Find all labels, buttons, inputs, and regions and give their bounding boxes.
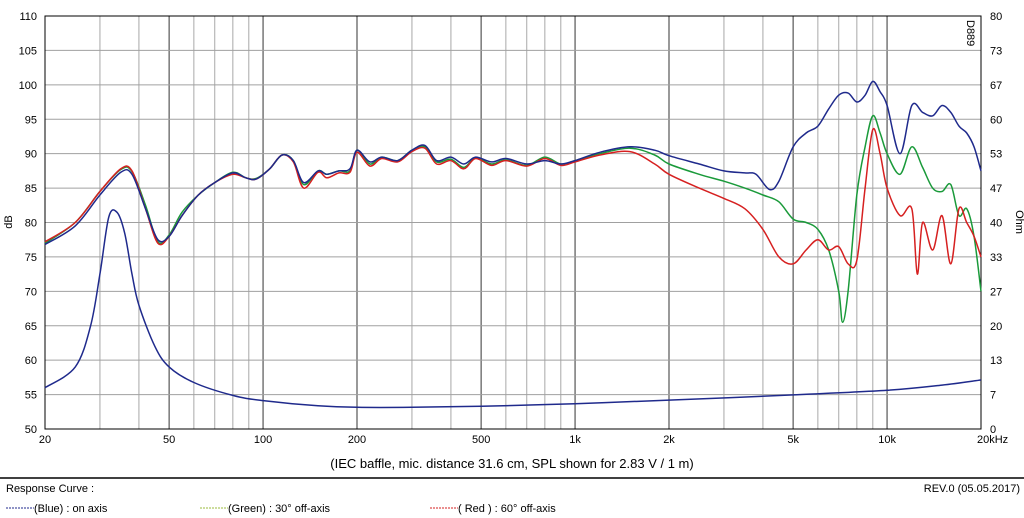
y-left-tick-label: 110 xyxy=(19,11,37,23)
grid xyxy=(45,16,981,429)
x-tick-label: 10k xyxy=(878,434,896,446)
y-right-tick-label: 0 xyxy=(990,424,996,436)
y-right-tick-label: 33 xyxy=(990,252,1002,264)
legend-label-red: ( Red ) : 60° off-axis xyxy=(458,503,556,515)
y-right-tick-label: 40 xyxy=(990,218,1002,230)
x-tick-label: 5k xyxy=(787,434,799,446)
y-left-tick-label: 80 xyxy=(25,218,37,230)
x-tick-label: 20kHz xyxy=(977,434,1008,446)
series-impedance xyxy=(44,209,982,409)
y-right-tick-label: 47 xyxy=(990,183,1002,195)
y-right-tick-label: 80 xyxy=(990,11,1002,23)
x-tick-label: 2k xyxy=(663,434,675,446)
x-tick-label: 1k xyxy=(569,434,581,446)
y-left-tick-label: 50 xyxy=(25,424,37,436)
y-axis-left-title: dB xyxy=(3,215,15,228)
series-red-60deg xyxy=(44,127,982,275)
watermark-text: D889 xyxy=(964,20,976,46)
x-tick-label: 20 xyxy=(39,434,51,446)
y-left-tick-label: 55 xyxy=(25,390,37,402)
x-tick-label: 200 xyxy=(348,434,366,446)
chart-caption: (IEC baffle, mic. distance 31.6 cm, SPL … xyxy=(330,456,693,471)
series-blue-on-axis xyxy=(44,80,982,246)
y-right-tick-label: 60 xyxy=(990,114,1002,126)
y-right-tick-label: 13 xyxy=(990,355,1002,367)
x-tick-label: 50 xyxy=(163,434,175,446)
footer-revision: REV.0 (05.05.2017) xyxy=(924,483,1020,495)
y-left-tick-label: 85 xyxy=(25,183,37,195)
y-left-tick-label: 65 xyxy=(25,321,37,333)
y-right-tick-label: 7 xyxy=(990,390,996,402)
legend-label-green: (Green) : 30° off-axis xyxy=(228,503,331,515)
x-tick-label: 500 xyxy=(472,434,490,446)
y-right-tick-label: 27 xyxy=(990,286,1002,298)
y-right-tick-label: 67 xyxy=(990,80,1002,92)
x-tick-label: 100 xyxy=(254,434,272,446)
legend-label-blue: (Blue) : on axis xyxy=(34,503,108,515)
y-left-tick-label: 60 xyxy=(25,355,37,367)
footer-title: Response Curve : xyxy=(6,483,94,495)
y-axis-right-ticks: 80 73 67 60 53 47 40 33 27 20 13 7 0 xyxy=(990,11,1002,436)
y-left-tick-label: 105 xyxy=(19,45,37,57)
y-left-tick-label: 100 xyxy=(19,80,37,92)
series-lines xyxy=(44,80,982,409)
x-axis-ticks: 20 50 100 200 500 1k 2k 5k 10k 20kHz xyxy=(39,434,1008,446)
y-left-tick-label: 75 xyxy=(25,252,37,264)
y-right-tick-label: 53 xyxy=(990,149,1002,161)
y-axis-right-title: Ohm xyxy=(1013,210,1024,234)
y-right-tick-label: 73 xyxy=(990,45,1002,57)
y-axis-left-ticks: 110 105 100 95 90 85 80 75 70 65 60 55 50 xyxy=(19,11,37,436)
y-right-tick-label: 20 xyxy=(990,321,1002,333)
y-left-tick-label: 70 xyxy=(25,286,37,298)
plot-frame xyxy=(44,15,982,430)
y-left-tick-label: 90 xyxy=(25,149,37,161)
y-left-tick-label: 95 xyxy=(25,114,37,126)
